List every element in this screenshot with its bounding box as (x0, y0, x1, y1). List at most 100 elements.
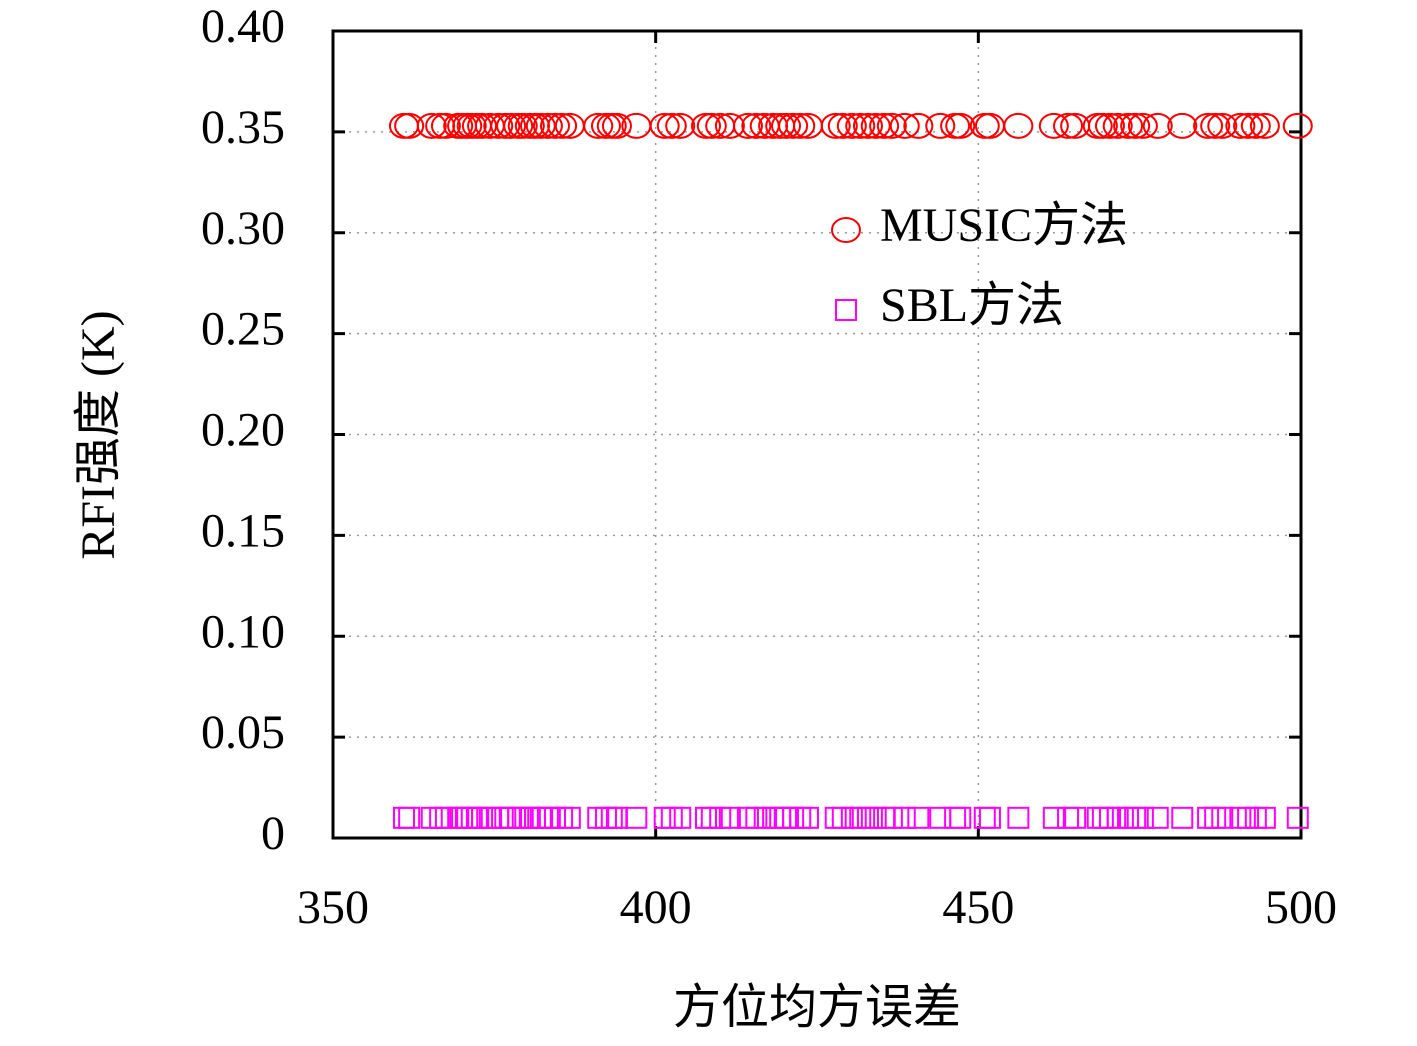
data-point (1127, 112, 1158, 139)
data-point (949, 806, 972, 829)
data-point (1200, 112, 1231, 139)
data-point (601, 112, 632, 139)
data-point (907, 806, 930, 829)
data-point (945, 112, 976, 139)
data-point (425, 112, 456, 139)
data-point (771, 112, 802, 139)
data-point (416, 112, 447, 139)
x-tick-label: 400 (620, 881, 692, 934)
data-point (903, 112, 934, 139)
data-point (507, 112, 538, 139)
y-axis-label: RFI强度 (K) (72, 310, 125, 559)
y-tick-label: 0.40 (201, 0, 285, 53)
data-point (785, 112, 816, 139)
data-point (474, 112, 505, 139)
data-point (587, 806, 610, 829)
data-point (665, 112, 696, 139)
data-point (1233, 112, 1264, 139)
data-point (1240, 112, 1271, 139)
x-axis-label: 方位均方误差 (673, 981, 961, 1034)
data-point (543, 806, 566, 829)
plot-frame (331, 29, 1303, 840)
data-point (1042, 806, 1065, 829)
data-point (700, 806, 723, 829)
data-point (539, 112, 570, 139)
data-point (880, 806, 903, 829)
data-point (1003, 112, 1034, 139)
data-point (889, 112, 920, 139)
data-point (929, 806, 952, 829)
data-point (1193, 112, 1224, 139)
data-point (420, 806, 443, 829)
data-point (1007, 806, 1030, 829)
legend-marker (831, 217, 861, 243)
y-tick-label: 0.25 (201, 303, 285, 356)
data-point (1053, 112, 1084, 139)
legend-label: MUSIC方法 (880, 199, 1128, 252)
data-point (1171, 806, 1194, 829)
data-point (1225, 112, 1256, 139)
data-point (392, 806, 415, 829)
data-point (925, 112, 956, 139)
data-point (653, 806, 676, 829)
data-point (1204, 806, 1227, 829)
data-point (500, 806, 523, 829)
data-point (583, 112, 614, 139)
data-point (625, 806, 648, 829)
data-point (741, 112, 772, 139)
data-point (769, 806, 792, 829)
data-point (656, 112, 687, 139)
x-tick-label: 500 (1265, 881, 1337, 934)
y-tick-label: 0.05 (201, 706, 285, 759)
data-point (1098, 806, 1121, 829)
data-point (1142, 112, 1173, 139)
data-point (775, 806, 798, 829)
data-point (1229, 806, 1252, 829)
data-point (1064, 806, 1087, 829)
data-point (478, 806, 501, 829)
x-tick-label: 350 (297, 881, 369, 934)
data-point (876, 112, 907, 139)
data-point (547, 112, 578, 139)
y-tick-label: 0.35 (201, 101, 285, 154)
data-point (1120, 112, 1151, 139)
data-point (398, 806, 421, 829)
data-point (1249, 112, 1280, 139)
data-point (600, 806, 623, 829)
data-point (551, 806, 574, 829)
data-point (434, 806, 457, 829)
data-point (1197, 806, 1220, 829)
y-tick-label: 0.20 (201, 404, 285, 457)
data-point (1146, 806, 1169, 829)
data-point (893, 806, 916, 829)
data-point (394, 112, 425, 139)
data-point (778, 112, 809, 139)
data-point (860, 112, 891, 139)
data-point (669, 806, 692, 829)
data-point (532, 112, 563, 139)
data-point (789, 806, 812, 829)
data-point (429, 806, 452, 829)
data-point (852, 112, 883, 139)
data-point (827, 112, 858, 139)
data-point (525, 112, 556, 139)
data-point (1286, 806, 1309, 829)
data-point (660, 806, 683, 829)
data-point (718, 806, 741, 829)
data-point (1060, 112, 1091, 139)
data-point (558, 806, 581, 829)
data-point (1167, 112, 1198, 139)
data-point (836, 112, 867, 139)
y-tick-label: 0.30 (201, 202, 285, 255)
data-point (1057, 806, 1080, 829)
y-tick-label: 0.10 (201, 605, 285, 658)
data-point (1087, 112, 1118, 139)
data-point (714, 112, 745, 139)
data-point (695, 806, 718, 829)
data-point (467, 112, 498, 139)
data-point (1207, 112, 1238, 139)
data-point (944, 806, 967, 829)
data-point (1091, 806, 1114, 829)
x-tick-label: 450 (942, 881, 1014, 934)
